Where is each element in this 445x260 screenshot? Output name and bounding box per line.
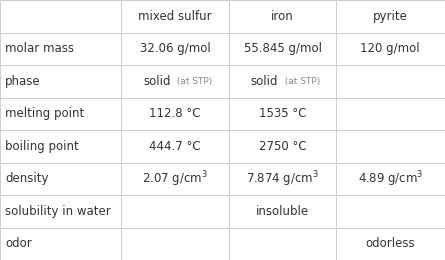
Text: 32.06 g/mol: 32.06 g/mol <box>140 42 210 55</box>
Text: iron: iron <box>271 10 294 23</box>
Text: 2750 °C: 2750 °C <box>259 140 307 153</box>
Text: solid: solid <box>143 75 170 88</box>
Text: insoluble: insoluble <box>256 205 309 218</box>
Text: pyrite: pyrite <box>373 10 408 23</box>
Text: 4.89 g/cm$^3$: 4.89 g/cm$^3$ <box>357 169 423 188</box>
Text: solubility in water: solubility in water <box>5 205 111 218</box>
Text: melting point: melting point <box>5 107 85 120</box>
Text: boiling point: boiling point <box>5 140 79 153</box>
Text: phase: phase <box>5 75 41 88</box>
Text: 2.07 g/cm$^3$: 2.07 g/cm$^3$ <box>142 169 208 188</box>
Text: (at STP): (at STP) <box>279 77 320 86</box>
Text: solid: solid <box>251 75 278 88</box>
Text: molar mass: molar mass <box>5 42 74 55</box>
Text: 444.7 °C: 444.7 °C <box>149 140 201 153</box>
Text: 112.8 °C: 112.8 °C <box>149 107 201 120</box>
Text: odorless: odorless <box>365 237 415 250</box>
Text: (at STP): (at STP) <box>171 77 213 86</box>
Text: 55.845 g/mol: 55.845 g/mol <box>243 42 322 55</box>
Text: odor: odor <box>5 237 32 250</box>
Text: 120 g/mol: 120 g/mol <box>360 42 420 55</box>
Text: density: density <box>5 172 49 185</box>
Text: mixed sulfur: mixed sulfur <box>138 10 212 23</box>
Text: 1535 °C: 1535 °C <box>259 107 306 120</box>
Text: 7.874 g/cm$^3$: 7.874 g/cm$^3$ <box>246 169 319 188</box>
